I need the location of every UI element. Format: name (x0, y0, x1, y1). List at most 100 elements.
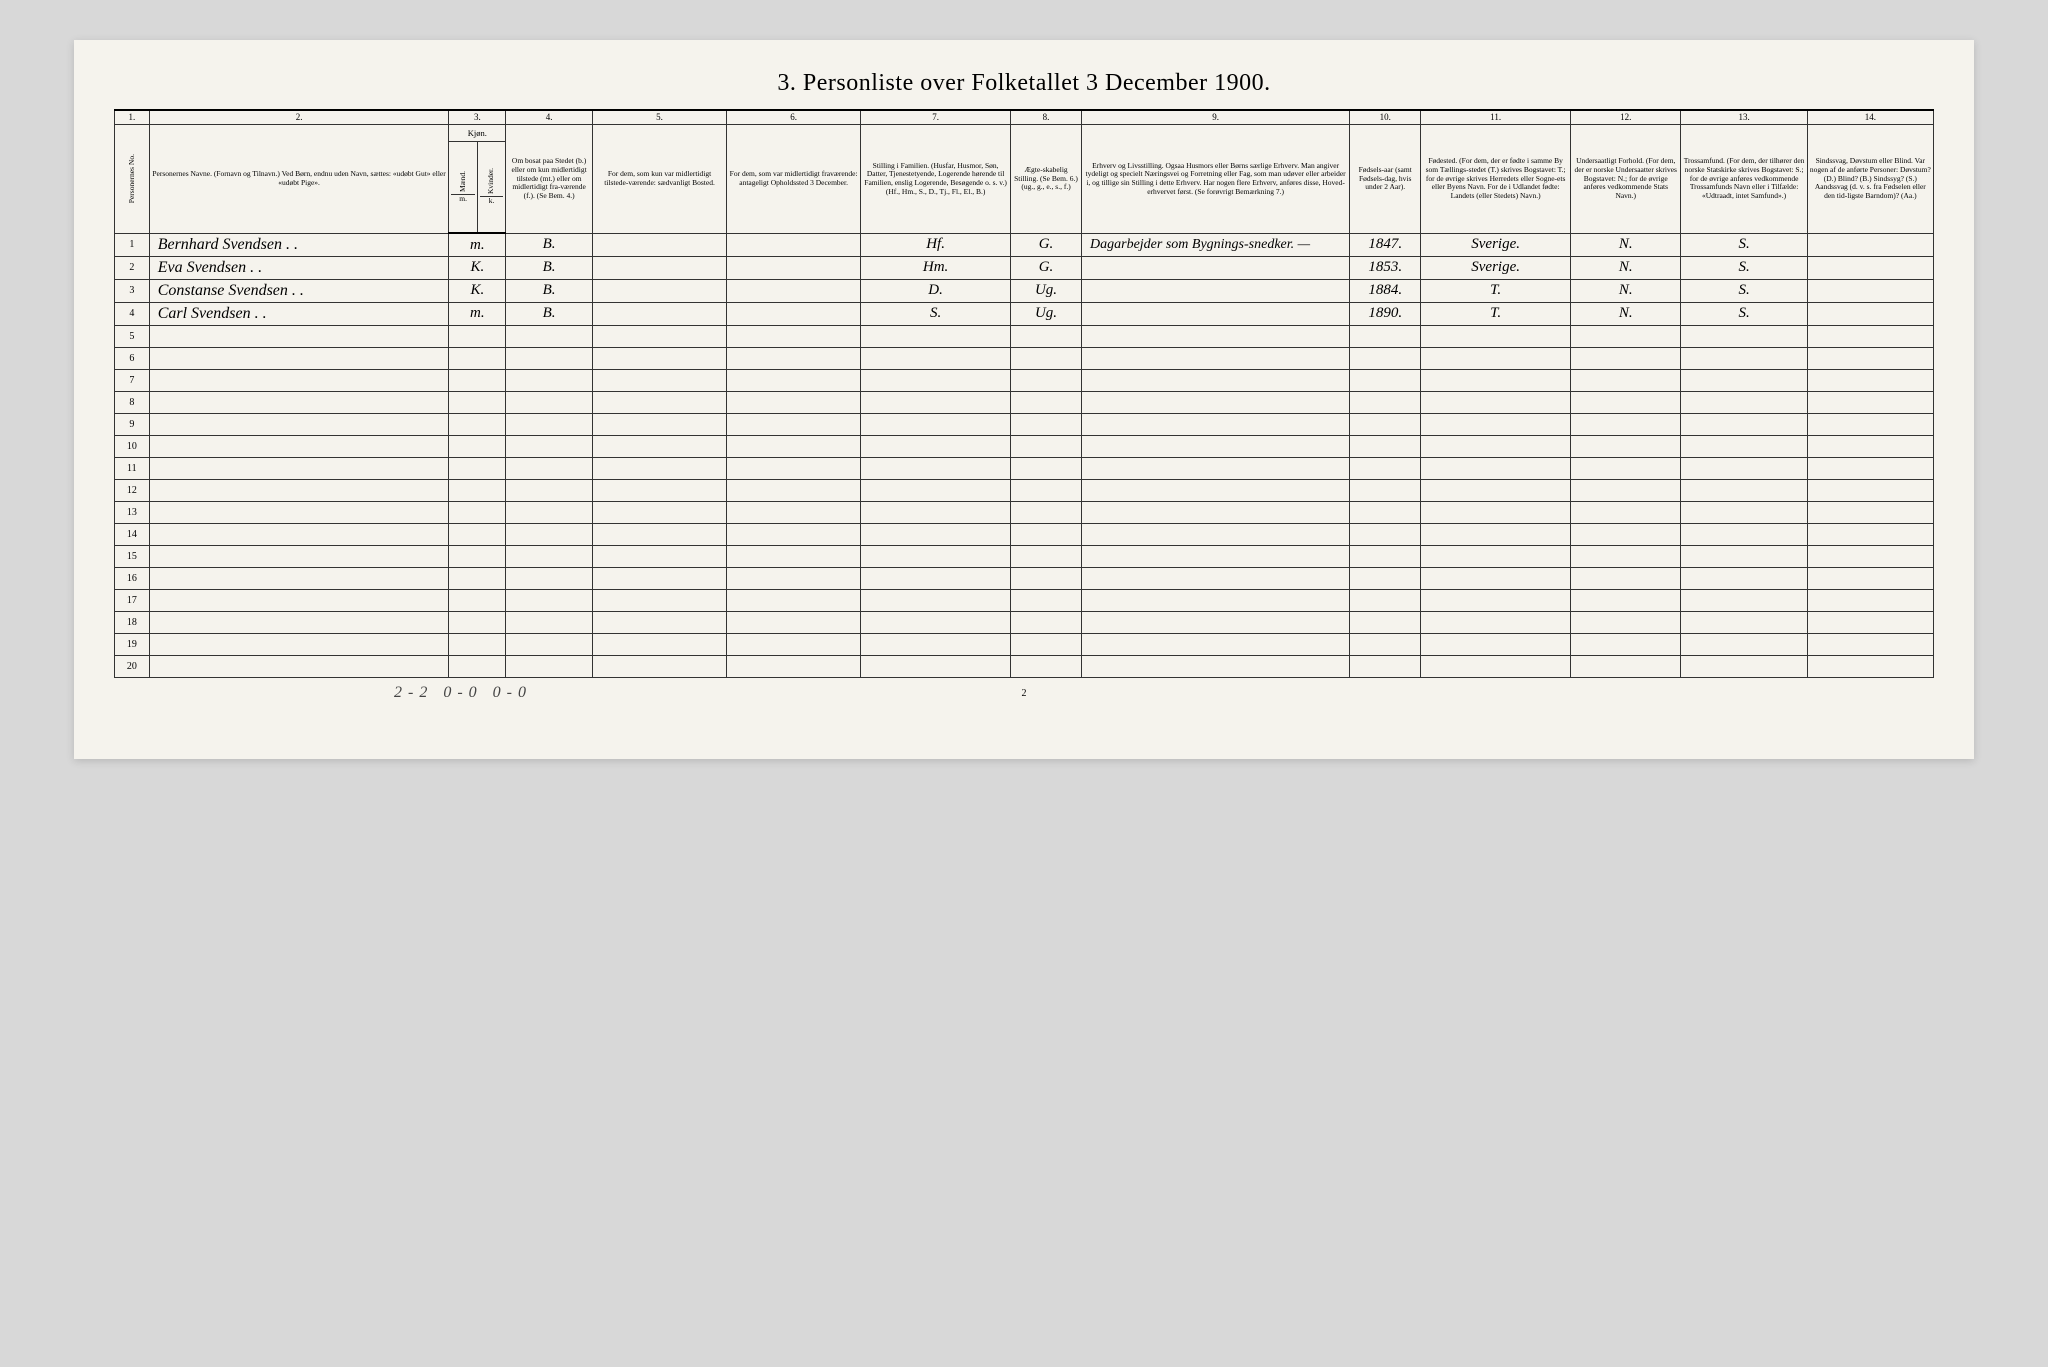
col-header: Sindssvag, Døvstum eller Blind. Var noge… (1807, 124, 1933, 233)
cell (1011, 479, 1082, 501)
cell (592, 633, 726, 655)
cell-aar: 1884. (1350, 279, 1421, 302)
cell (592, 302, 726, 325)
table-row: 15 (115, 545, 1934, 567)
cell (506, 655, 593, 677)
table-row: 1Bernhard Svendsen . .m.B.Hf.G.Dagarbejd… (115, 233, 1934, 256)
column-number-row: 1. 2. 3. 4. 5. 6. 7. 8. 9. 10. 11. 12. 1… (115, 110, 1934, 124)
cell (1082, 611, 1350, 633)
cell-familie: D. (861, 279, 1011, 302)
cell (149, 369, 449, 391)
col-header: For dem, som kun var midlertidigt tilste… (592, 124, 726, 233)
cell (506, 369, 593, 391)
cell-tros: S. (1681, 302, 1807, 325)
cell (861, 325, 1011, 347)
cell (506, 545, 593, 567)
cell (1011, 391, 1082, 413)
cell-undersaat: N. (1571, 256, 1681, 279)
cell-erhverv: Dagarbejder som Bygnings-snedker. — (1082, 233, 1350, 256)
table-row: 9 (115, 413, 1934, 435)
cell (727, 523, 861, 545)
colnum: 5. (592, 110, 726, 124)
cell (1807, 457, 1933, 479)
cell-sex: m. (449, 233, 506, 256)
cell-undersaat: N. (1571, 233, 1681, 256)
cell (1681, 523, 1807, 545)
cell (1681, 611, 1807, 633)
cell (1350, 611, 1421, 633)
cell (1082, 655, 1350, 677)
cell (1082, 567, 1350, 589)
rownum: 8 (115, 391, 150, 413)
cell (727, 501, 861, 523)
cell (1421, 589, 1571, 611)
cell (1571, 633, 1681, 655)
rownum: 2 (115, 256, 150, 279)
cell-name: Constanse Svendsen . . (149, 279, 449, 302)
rownum: 5 (115, 325, 150, 347)
colnum: 6. (727, 110, 861, 124)
cell (449, 413, 506, 435)
cell (1011, 589, 1082, 611)
cell-erhverv (1082, 279, 1350, 302)
cell (506, 457, 593, 479)
cell (149, 325, 449, 347)
cell-undersaat: N. (1571, 302, 1681, 325)
cell (149, 347, 449, 369)
cell (1807, 479, 1933, 501)
cell (727, 347, 861, 369)
cell (1681, 413, 1807, 435)
cell (1082, 501, 1350, 523)
rownum: 7 (115, 369, 150, 391)
cell (1011, 567, 1082, 589)
cell-fodested: T. (1421, 302, 1571, 325)
cell (1082, 457, 1350, 479)
cell (1421, 457, 1571, 479)
cell (592, 413, 726, 435)
rownum: 18 (115, 611, 150, 633)
cell-name: Eva Svendsen . . (149, 256, 449, 279)
cell (1350, 501, 1421, 523)
cell (1571, 413, 1681, 435)
cell (149, 589, 449, 611)
cell-name: Carl Svendsen . . (149, 302, 449, 325)
cell-fodested: T. (1421, 279, 1571, 302)
cell (727, 325, 861, 347)
cell (149, 501, 449, 523)
cell (1421, 611, 1571, 633)
col-header: Om bosat paa Stedet (b.) eller om kun mi… (506, 124, 593, 233)
cell (1421, 325, 1571, 347)
cell (1807, 633, 1933, 655)
cell-aar: 1853. (1350, 256, 1421, 279)
cell (592, 256, 726, 279)
colnum: 9. (1082, 110, 1350, 124)
colnum: 1. (115, 110, 150, 124)
cell (1350, 457, 1421, 479)
cell (592, 655, 726, 677)
table-row: 6 (115, 347, 1934, 369)
cell (727, 457, 861, 479)
cell-familie: Hf. (861, 233, 1011, 256)
cell (861, 347, 1011, 369)
cell (1681, 567, 1807, 589)
cell (592, 523, 726, 545)
cell (592, 369, 726, 391)
cell (861, 501, 1011, 523)
cell (1011, 413, 1082, 435)
cell (1082, 435, 1350, 457)
cell (449, 435, 506, 457)
cell-aegte: G. (1011, 233, 1082, 256)
cell (1011, 435, 1082, 457)
cell (592, 325, 726, 347)
cell (449, 589, 506, 611)
table-row: 7 (115, 369, 1934, 391)
table-row: 8 (115, 391, 1934, 413)
table-row: 18 (115, 611, 1934, 633)
cell (1807, 611, 1933, 633)
cell (1681, 655, 1807, 677)
cell (727, 611, 861, 633)
cell (1350, 633, 1421, 655)
cell (1350, 391, 1421, 413)
rownum: 15 (115, 545, 150, 567)
cell-undersaat: N. (1571, 279, 1681, 302)
